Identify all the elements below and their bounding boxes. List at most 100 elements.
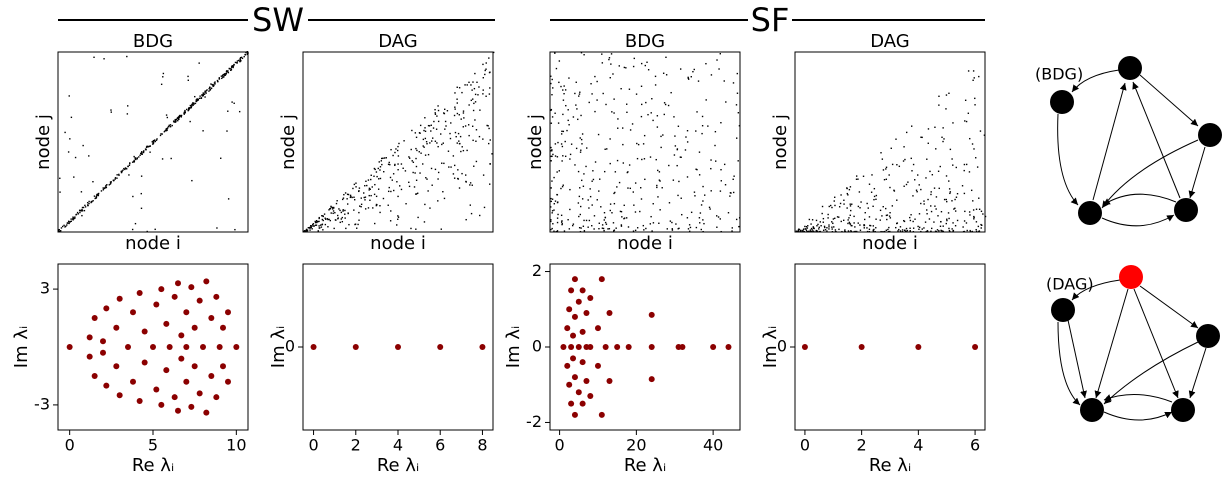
matrix-dot <box>604 221 607 224</box>
matrix-dot <box>578 95 580 97</box>
matrix-dot <box>603 229 605 232</box>
matrix-dot <box>948 92 950 95</box>
point <box>972 344 979 350</box>
point <box>103 305 110 312</box>
matrix-dot <box>355 182 357 184</box>
point <box>213 293 220 300</box>
matrix-dot <box>816 230 819 232</box>
matrix-dot <box>945 108 947 110</box>
matrix-dot <box>314 224 317 226</box>
matrix-dot <box>449 137 452 140</box>
matrix-dot <box>658 222 660 224</box>
matrix-dot <box>556 156 559 158</box>
matrix-dot <box>472 109 475 112</box>
matrix-dot <box>966 229 968 232</box>
matrix-dot <box>336 200 338 202</box>
y-axis-label: node j <box>525 114 546 170</box>
matrix-dot <box>617 118 619 120</box>
matrix-dot <box>831 226 833 228</box>
matrix-dot <box>605 103 607 106</box>
matrix-dot <box>863 224 865 226</box>
matrix-dot <box>971 143 974 145</box>
matrix-dot <box>192 104 194 106</box>
point <box>213 394 220 401</box>
matrix-dot <box>620 87 622 90</box>
plot-frame <box>549 263 741 431</box>
matrix-dot <box>831 206 833 209</box>
matrix-dot <box>616 186 618 188</box>
matrix-dot <box>452 173 455 175</box>
matrix-dot <box>353 196 355 198</box>
point <box>225 309 231 316</box>
matrix-dot <box>600 206 602 208</box>
matrix-dot <box>973 215 975 218</box>
matrix-dot <box>885 166 888 169</box>
matrix-dot <box>591 225 593 227</box>
matrix-dot <box>319 224 322 226</box>
matrix-dot <box>223 76 225 78</box>
matrix-dot <box>955 196 958 198</box>
matrix-dot <box>208 90 210 92</box>
matrix-dot <box>379 211 381 214</box>
matrix-dot <box>578 93 581 95</box>
matrix-dot <box>618 65 620 67</box>
matrix-dot <box>868 228 871 231</box>
matrix-dot <box>561 223 564 225</box>
matrix-dot <box>851 203 853 205</box>
matrix-dot <box>974 104 976 106</box>
matrix-dot <box>329 208 331 210</box>
matrix-dot <box>422 138 425 141</box>
matrix-dot <box>918 184 920 186</box>
matrix-dot <box>465 174 467 176</box>
matrix-dot <box>474 72 476 75</box>
matrix-dot <box>414 172 416 174</box>
matrix-dot <box>561 185 564 188</box>
matrix-dot <box>162 76 164 78</box>
matrix-dot <box>473 102 475 105</box>
matrix-dot <box>145 148 147 151</box>
matrix-dot <box>109 183 112 185</box>
matrix-dot <box>193 102 195 104</box>
matrix-dot <box>650 215 652 218</box>
matrix-dot <box>923 200 925 202</box>
matrix-dot <box>885 207 887 210</box>
point <box>571 276 578 283</box>
matrix-dot <box>154 228 156 231</box>
matrix-dot <box>173 121 175 123</box>
matrix-dot <box>859 224 861 226</box>
matrix-dot <box>618 181 621 184</box>
matrix-dot <box>905 131 908 134</box>
matrix-dot <box>939 165 941 168</box>
matrix-dot <box>68 222 70 224</box>
matrix-dot <box>310 226 312 229</box>
x-tick-label: 8 <box>477 436 487 455</box>
matrix-dot <box>550 197 552 200</box>
matrix-dot <box>592 178 595 181</box>
matrix-dot <box>941 136 943 138</box>
matrix-dot <box>873 195 876 198</box>
matrix-dot <box>64 131 66 134</box>
matrix-dot <box>95 196 98 198</box>
matrix-dot <box>829 204 832 207</box>
point <box>130 309 136 316</box>
matrix-dot <box>575 81 577 83</box>
matrix-dot <box>462 110 465 112</box>
matrix-dot <box>564 89 567 91</box>
matrix-dot <box>414 132 417 134</box>
matrix-dot <box>558 60 561 62</box>
matrix-dot <box>687 76 689 79</box>
matrix-dot <box>426 143 428 145</box>
matrix-dot <box>82 144 84 147</box>
matrix-dot <box>969 137 971 140</box>
matrix-dot <box>309 226 311 229</box>
matrix-dot <box>370 194 372 197</box>
matrix-dot <box>431 184 433 186</box>
matrix-dot <box>100 190 103 192</box>
matrix-dot <box>709 208 711 210</box>
matrix-dot <box>238 110 241 113</box>
matrix-dot <box>952 122 954 124</box>
point <box>86 334 93 341</box>
matrix-dot <box>858 191 861 193</box>
matrix-dot <box>587 226 589 228</box>
matrix-dot <box>905 227 908 230</box>
